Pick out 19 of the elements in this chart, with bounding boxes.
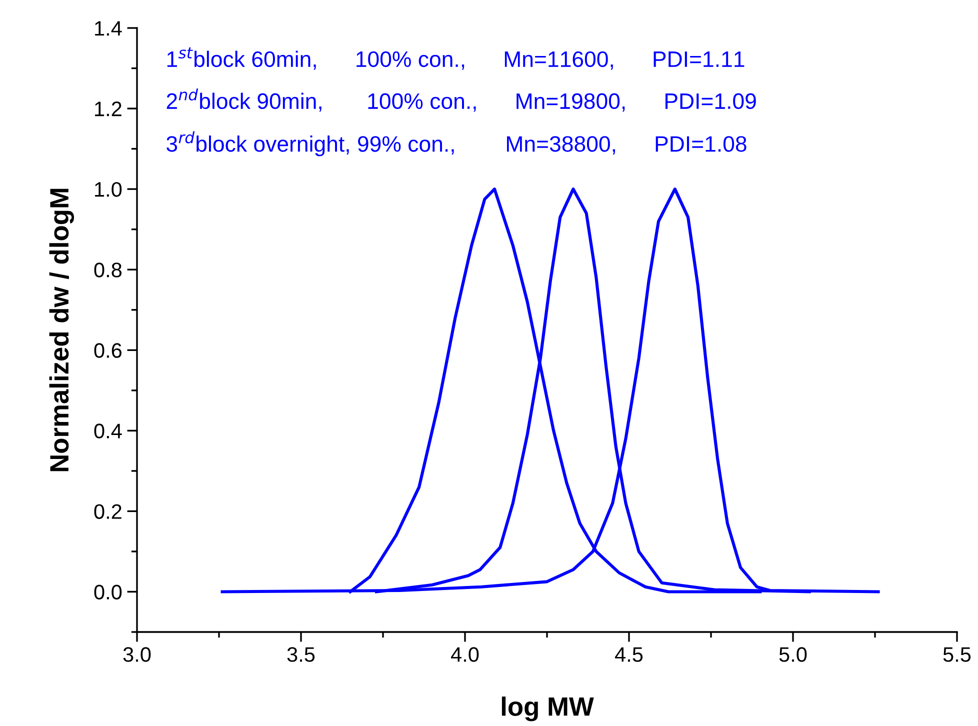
y-tick-label: 1.0 (95, 182, 122, 197)
annotation: 3$^{rd}$block overnight, 99% con., Mn=38800, PDI=1.08 (166, 131, 746, 156)
y-tick-label: 0.6 (94, 343, 122, 358)
x-tick-label: 4.5 (615, 647, 643, 662)
y-axis-title: Normalized dw / dlogM (49, 188, 74, 472)
x-tick-label: 5.5 (943, 647, 971, 662)
annotation: 1$^{st}$block 60min, 100% con., Mn=11600, PDI=1.11 (167, 47, 744, 70)
y-tick-label: 0.4 (94, 424, 122, 438)
y-tick-label: 0.0 (94, 584, 122, 600)
x-tick-label: 4.0 (451, 647, 479, 662)
y-tick-label: 1.4 (95, 21, 122, 36)
x-tick-label: 3.0 (123, 647, 151, 662)
annotation: 2$^{nd}$block 90min, 100% con., Mn=19800, PDI=1.09 (166, 88, 756, 112)
x-tick-label: 3.5 (287, 647, 315, 662)
x-axis-title: log MW (502, 696, 594, 722)
x-tick-label: 5.0 (779, 647, 807, 662)
y-tick-label: 0.8 (94, 262, 122, 278)
y-tick-label: 0.2 (94, 504, 122, 519)
y-tick-label: 1.2 (95, 102, 122, 116)
